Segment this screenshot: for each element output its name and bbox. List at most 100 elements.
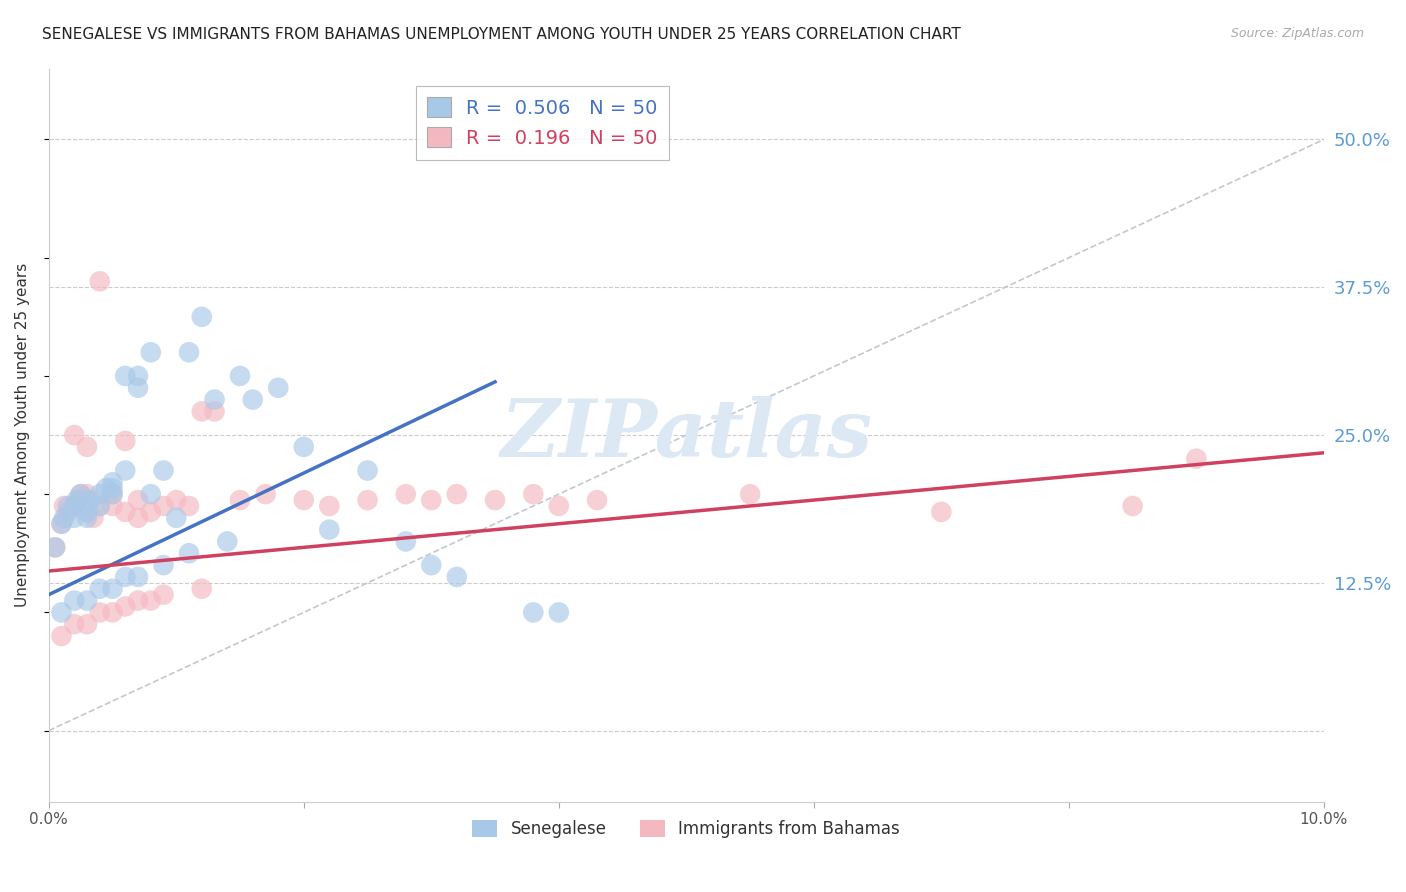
- Point: [89, 487, 111, 501]
- Point: [1185, 451, 1208, 466]
- Point: [94, 481, 117, 495]
- Point: [547, 606, 569, 620]
- Point: [152, 499, 174, 513]
- Point: [101, 606, 124, 620]
- Point: [89, 582, 111, 596]
- Point: [127, 493, 149, 508]
- Point: [356, 463, 378, 477]
- Point: [76, 511, 98, 525]
- Point: [89, 606, 111, 620]
- Point: [76, 440, 98, 454]
- Point: [101, 487, 124, 501]
- Point: [69, 487, 91, 501]
- Point: [63, 593, 86, 607]
- Point: [114, 434, 136, 448]
- Point: [101, 499, 124, 513]
- Point: [51, 629, 73, 643]
- Legend: Senegalese, Immigrants from Bahamas: Senegalese, Immigrants from Bahamas: [465, 813, 907, 845]
- Point: [114, 570, 136, 584]
- Point: [204, 392, 226, 407]
- Point: [89, 499, 111, 513]
- Point: [101, 487, 124, 501]
- Y-axis label: Unemployment Among Youth under 25 years: Unemployment Among Youth under 25 years: [15, 263, 30, 607]
- Point: [127, 368, 149, 383]
- Point: [522, 606, 544, 620]
- Point: [292, 493, 315, 508]
- Point: [114, 599, 136, 614]
- Point: [51, 516, 73, 531]
- Point: [177, 546, 200, 560]
- Point: [1122, 499, 1144, 513]
- Point: [69, 487, 91, 501]
- Point: [127, 593, 149, 607]
- Point: [63, 428, 86, 442]
- Point: [446, 487, 468, 501]
- Point: [66, 493, 89, 508]
- Point: [139, 345, 162, 359]
- Point: [139, 593, 162, 607]
- Point: [177, 499, 200, 513]
- Point: [51, 516, 73, 531]
- Point: [127, 511, 149, 525]
- Point: [63, 617, 86, 632]
- Point: [484, 493, 506, 508]
- Point: [114, 368, 136, 383]
- Point: [63, 499, 86, 513]
- Point: [267, 381, 290, 395]
- Point: [191, 404, 214, 418]
- Point: [229, 493, 252, 508]
- Point: [356, 493, 378, 508]
- Point: [139, 505, 162, 519]
- Point: [152, 463, 174, 477]
- Point: [152, 558, 174, 573]
- Point: [44, 541, 66, 555]
- Text: SENEGALESE VS IMMIGRANTS FROM BAHAMAS UNEMPLOYMENT AMONG YOUTH UNDER 25 YEARS CO: SENEGALESE VS IMMIGRANTS FROM BAHAMAS UN…: [42, 27, 960, 42]
- Point: [63, 499, 86, 513]
- Point: [101, 481, 124, 495]
- Point: [931, 505, 953, 519]
- Point: [44, 541, 66, 555]
- Point: [127, 570, 149, 584]
- Point: [56, 505, 79, 519]
- Point: [318, 499, 340, 513]
- Point: [76, 593, 98, 607]
- Point: [56, 499, 79, 513]
- Point: [101, 475, 124, 490]
- Point: [114, 463, 136, 477]
- Point: [76, 487, 98, 501]
- Point: [242, 392, 264, 407]
- Point: [165, 493, 187, 508]
- Point: [79, 493, 101, 508]
- Point: [547, 499, 569, 513]
- Point: [165, 511, 187, 525]
- Point: [318, 523, 340, 537]
- Point: [738, 487, 761, 501]
- Point: [420, 493, 443, 508]
- Point: [82, 511, 104, 525]
- Point: [114, 505, 136, 519]
- Point: [152, 588, 174, 602]
- Point: [420, 558, 443, 573]
- Point: [254, 487, 277, 501]
- Text: Source: ZipAtlas.com: Source: ZipAtlas.com: [1230, 27, 1364, 40]
- Point: [53, 511, 76, 525]
- Point: [191, 582, 214, 596]
- Point: [63, 511, 86, 525]
- Point: [177, 345, 200, 359]
- Point: [217, 534, 239, 549]
- Point: [53, 499, 76, 513]
- Point: [76, 505, 98, 519]
- Point: [395, 487, 418, 501]
- Point: [191, 310, 214, 324]
- Point: [89, 274, 111, 288]
- Point: [76, 499, 98, 513]
- Point: [89, 499, 111, 513]
- Point: [139, 487, 162, 501]
- Point: [51, 606, 73, 620]
- Point: [127, 381, 149, 395]
- Point: [446, 570, 468, 584]
- Point: [229, 368, 252, 383]
- Point: [292, 440, 315, 454]
- Point: [76, 617, 98, 632]
- Point: [522, 487, 544, 501]
